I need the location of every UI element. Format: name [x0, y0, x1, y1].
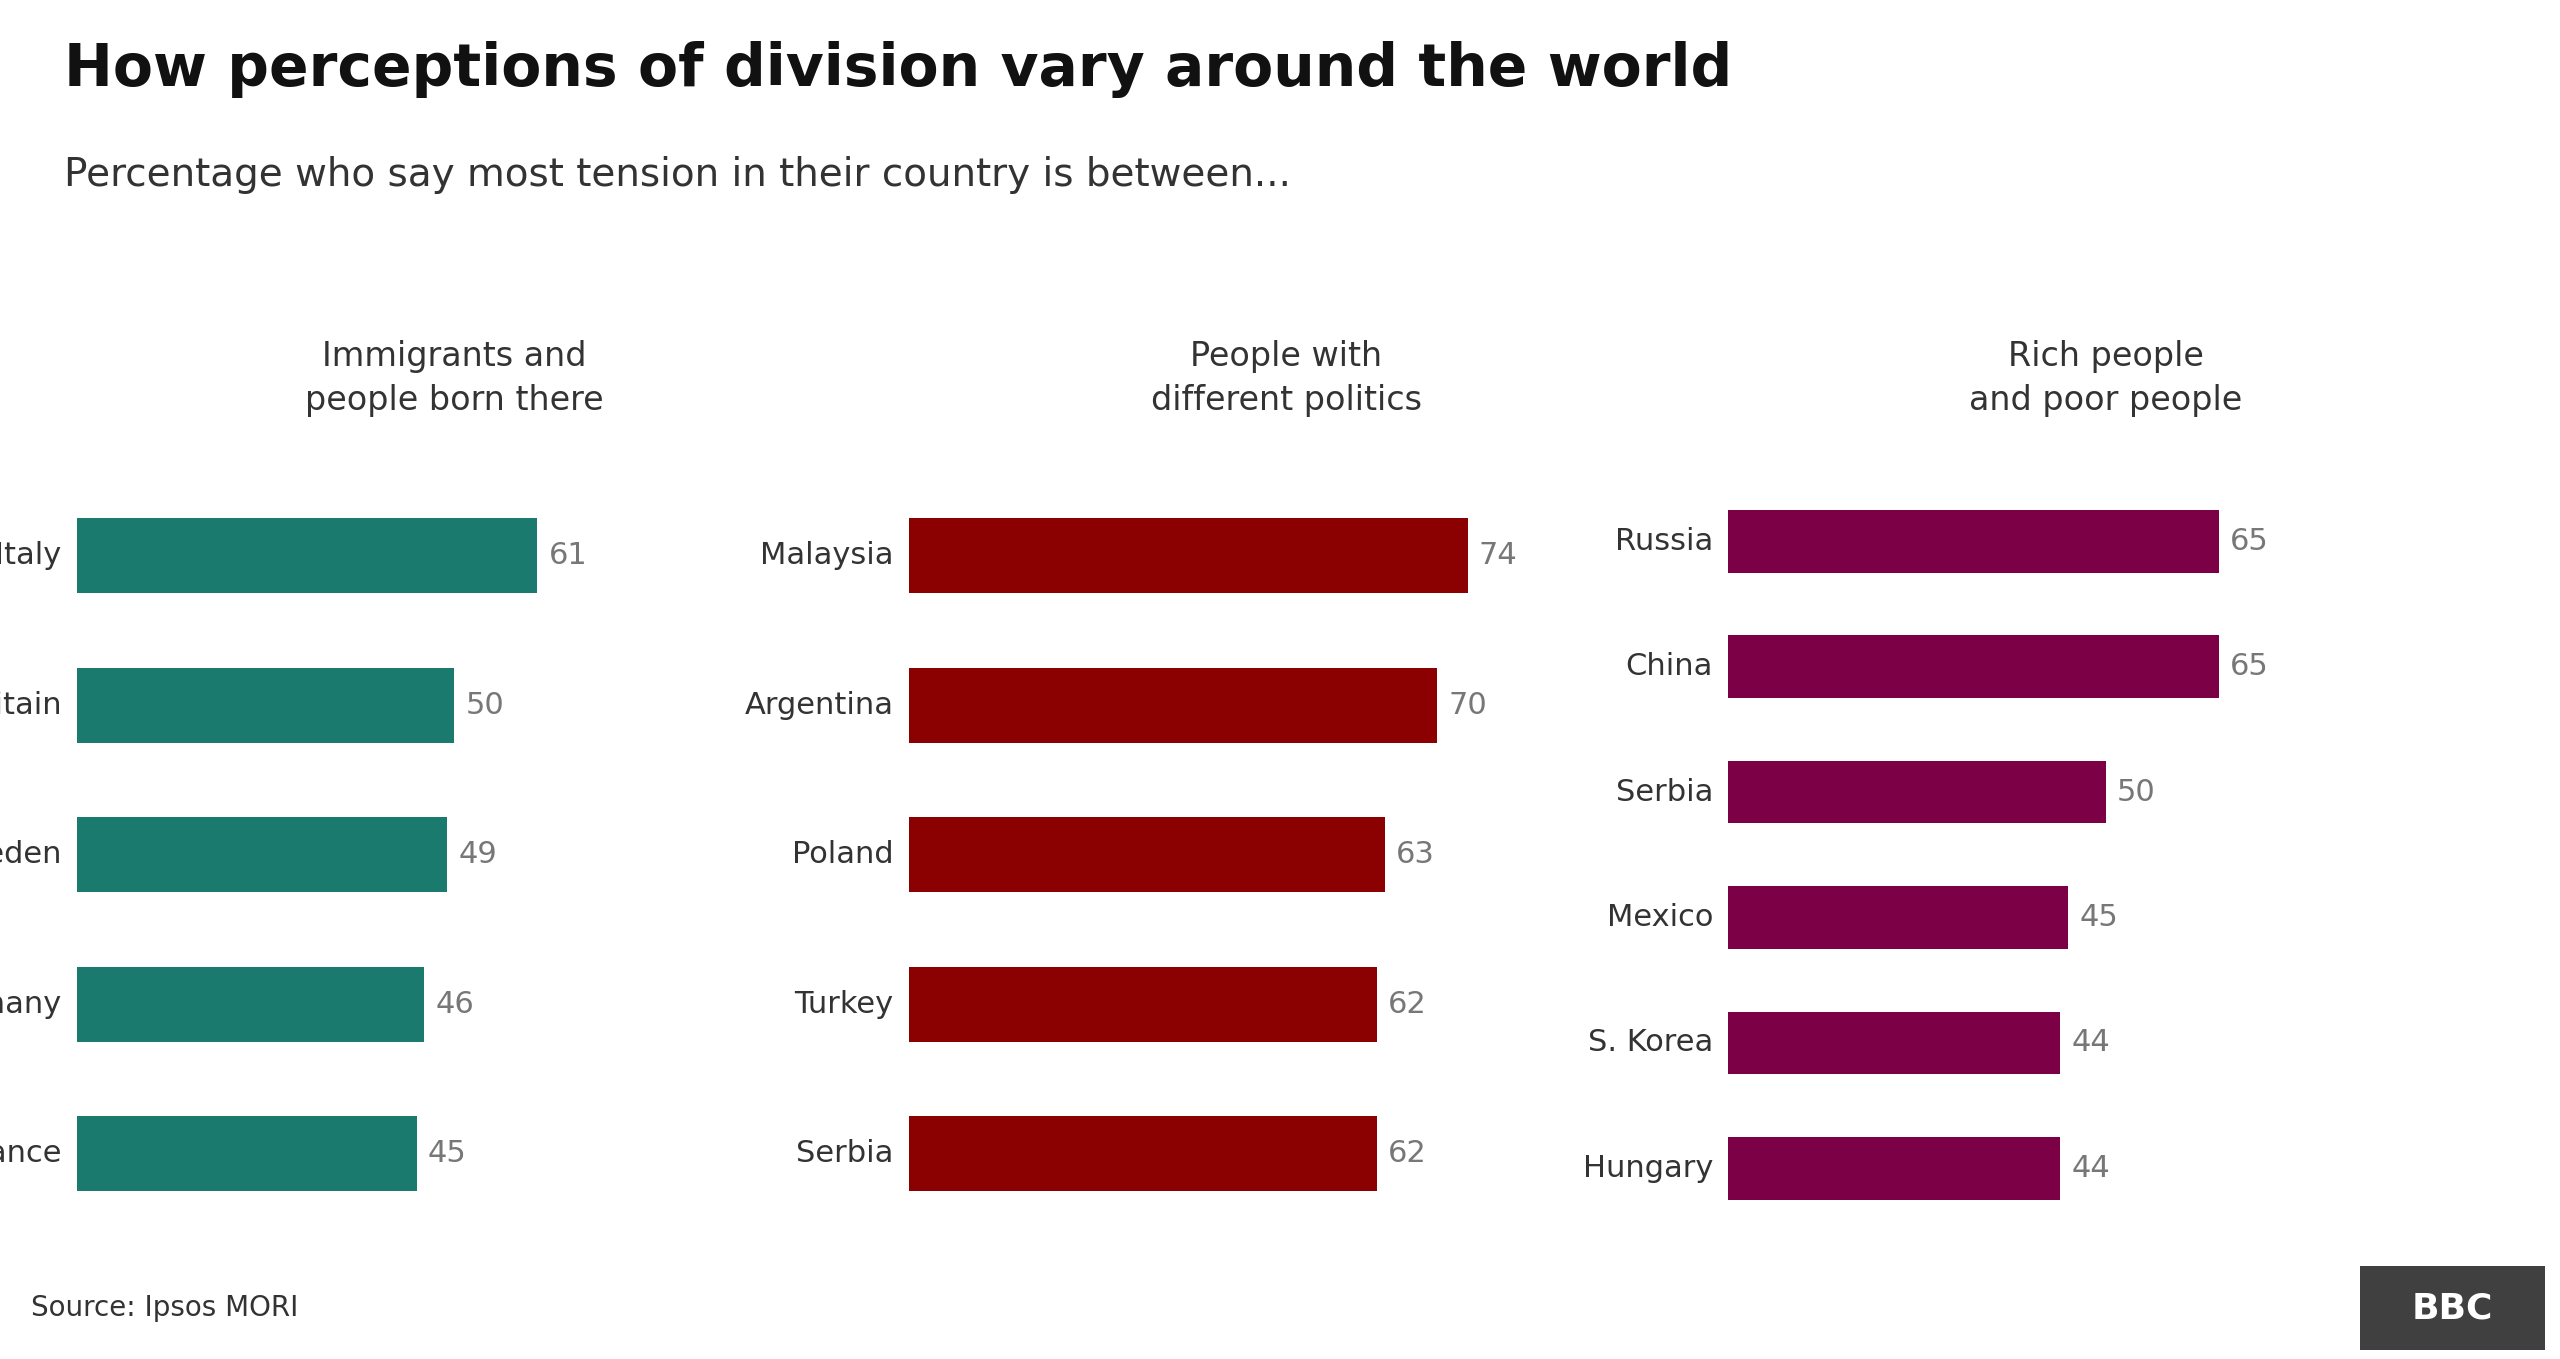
Text: Argentina: Argentina [745, 690, 893, 720]
Text: Mexico: Mexico [1608, 902, 1713, 932]
Text: Poland: Poland [791, 840, 893, 870]
Text: Percentage who say most tension in their country is between...: Percentage who say most tension in their… [64, 156, 1290, 194]
Text: 65: 65 [2230, 652, 2268, 681]
Text: 50: 50 [2117, 777, 2156, 807]
Text: BBC: BBC [2412, 1291, 2493, 1325]
Text: 46: 46 [435, 989, 474, 1019]
Text: Serbia: Serbia [1615, 777, 1713, 807]
Text: Serbia: Serbia [796, 1139, 893, 1169]
Text: Source: Ipsos MORI: Source: Ipsos MORI [31, 1294, 297, 1322]
Text: People with
different politics: People with different politics [1152, 341, 1421, 417]
Bar [1728, 1137, 2061, 1200]
Bar [1728, 886, 2068, 949]
FancyBboxPatch shape [2360, 1267, 2545, 1349]
Bar [909, 817, 1385, 892]
Bar [1728, 761, 2104, 824]
Bar [909, 1116, 1377, 1190]
Text: 50: 50 [466, 690, 504, 720]
Text: 45: 45 [428, 1139, 466, 1169]
Text: 62: 62 [1388, 989, 1426, 1019]
Bar [77, 1116, 417, 1190]
Text: Rich people
and poor people: Rich people and poor people [1969, 341, 2243, 417]
Text: How perceptions of division vary around the world: How perceptions of division vary around … [64, 41, 1733, 98]
Bar [909, 667, 1439, 742]
Text: 61: 61 [548, 541, 589, 571]
Text: Hungary: Hungary [1582, 1154, 1713, 1182]
Text: 44: 44 [2071, 1029, 2109, 1057]
Text: 45: 45 [2079, 902, 2117, 932]
Text: Britain: Britain [0, 690, 61, 720]
Text: Turkey: Turkey [794, 989, 893, 1019]
Text: Italy: Italy [0, 541, 61, 571]
Bar [1728, 510, 2220, 572]
Bar [909, 968, 1377, 1041]
Bar [77, 667, 456, 742]
Bar [77, 518, 538, 593]
Text: Russia: Russia [1615, 527, 1713, 556]
Text: S. Korea: S. Korea [1587, 1029, 1713, 1057]
Text: Immigrants and
people born there: Immigrants and people born there [305, 341, 604, 417]
Text: 70: 70 [1449, 690, 1487, 720]
Text: 44: 44 [2071, 1154, 2109, 1182]
Text: 74: 74 [1480, 541, 1518, 571]
Bar [1728, 1011, 2061, 1074]
Text: 65: 65 [2230, 527, 2268, 556]
Text: France: France [0, 1139, 61, 1169]
Bar [77, 968, 425, 1041]
Bar [77, 817, 448, 892]
Bar [1728, 636, 2220, 699]
Text: 62: 62 [1388, 1139, 1426, 1169]
Text: 49: 49 [458, 840, 497, 870]
Text: China: China [1626, 652, 1713, 681]
Text: Sweden: Sweden [0, 840, 61, 870]
Text: 63: 63 [1395, 840, 1434, 870]
Text: Malaysia: Malaysia [760, 541, 893, 571]
Bar [909, 518, 1467, 593]
Text: Germany: Germany [0, 989, 61, 1019]
